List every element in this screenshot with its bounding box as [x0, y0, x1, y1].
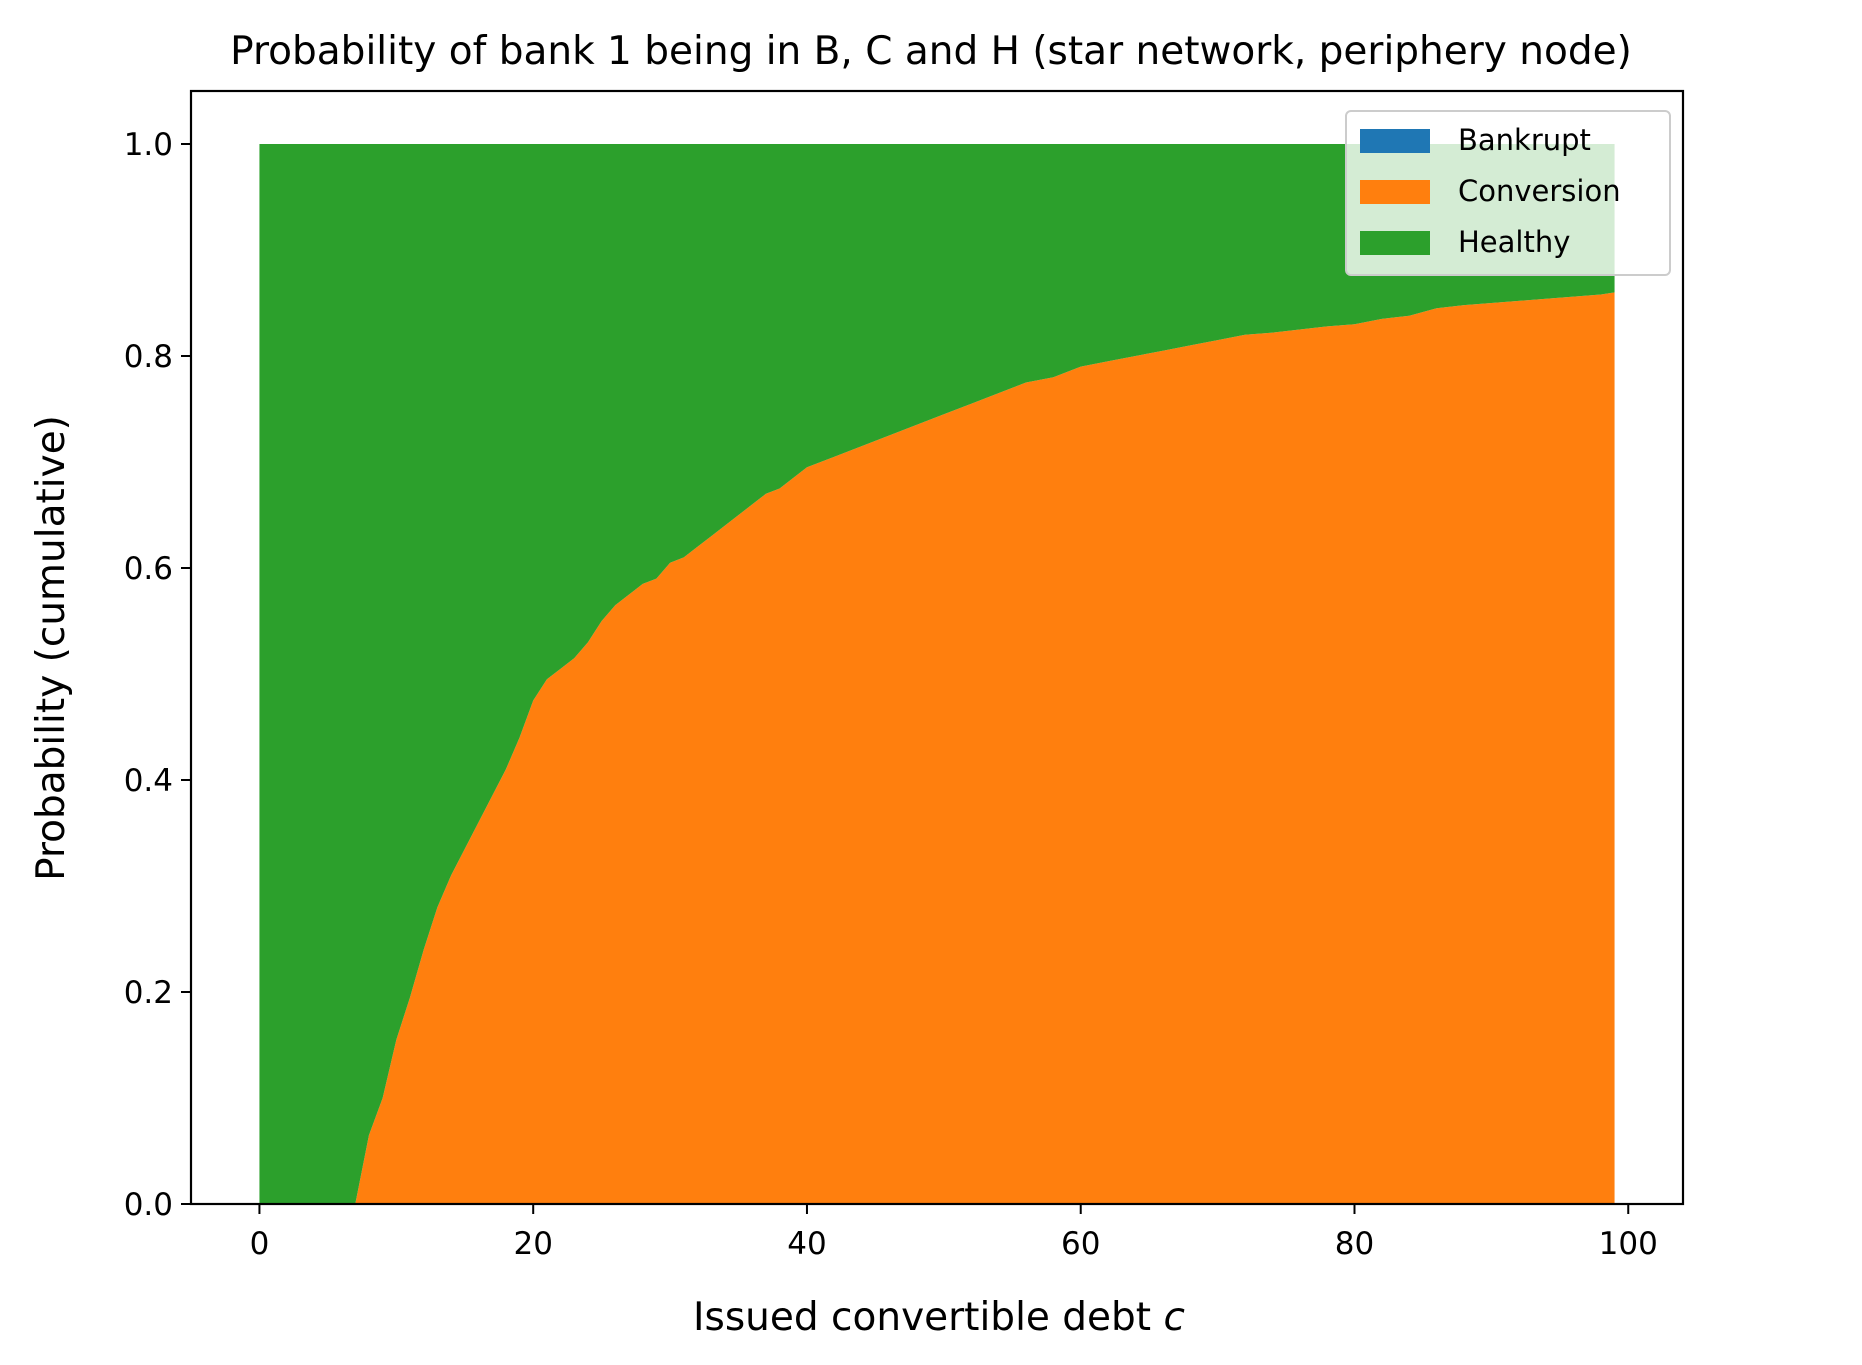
- x-tick-label: 80: [1335, 1226, 1374, 1262]
- x-tick-label: 40: [787, 1226, 826, 1262]
- x-axis-label: Issued convertible debt c: [693, 1295, 1185, 1340]
- legend: Bankrupt Conversion Healthy: [1345, 110, 1671, 276]
- plot-frame: [189, 89, 1685, 1206]
- area-conversion: [259, 292, 1615, 1204]
- y-tick-label: 0.2: [124, 975, 173, 1011]
- chart-title: Probability of bank 1 being in B, C and …: [230, 29, 1632, 74]
- y-tick-label: 1.0: [124, 127, 173, 163]
- legend-swatch-bankrupt: [1360, 129, 1430, 153]
- y-tick-label: 0.8: [124, 339, 173, 375]
- y-tick-label: 0.4: [124, 763, 173, 799]
- legend-label-conversion: Conversion: [1458, 174, 1621, 208]
- x-tick-label: 20: [513, 1226, 552, 1262]
- y-axis: 0.0 0.2 0.4 0.6 0.8 1.0: [124, 127, 191, 1223]
- area-healthy: [259, 144, 1615, 1204]
- legend-swatch-conversion: [1360, 180, 1430, 204]
- x-tick-label: 0: [250, 1226, 270, 1262]
- x-axis-label-variable: c: [1163, 1295, 1184, 1340]
- y-tick-label: 0.0: [124, 1187, 173, 1223]
- x-axis: 0 20 40 60 80 100: [250, 1204, 1658, 1262]
- x-tick-label: 100: [1599, 1226, 1658, 1262]
- plot-area: [259, 144, 1615, 1204]
- legend-label-healthy: Healthy: [1458, 225, 1570, 259]
- x-axis-label-text: Issued convertible debt: [693, 1295, 1163, 1340]
- x-tick-label: 60: [1061, 1226, 1100, 1262]
- legend-label-bankrupt: Bankrupt: [1458, 123, 1591, 157]
- y-tick-label: 0.6: [124, 551, 173, 587]
- legend-swatch-healthy: [1360, 231, 1430, 255]
- y-axis-label: Probability (cumulative): [29, 415, 74, 881]
